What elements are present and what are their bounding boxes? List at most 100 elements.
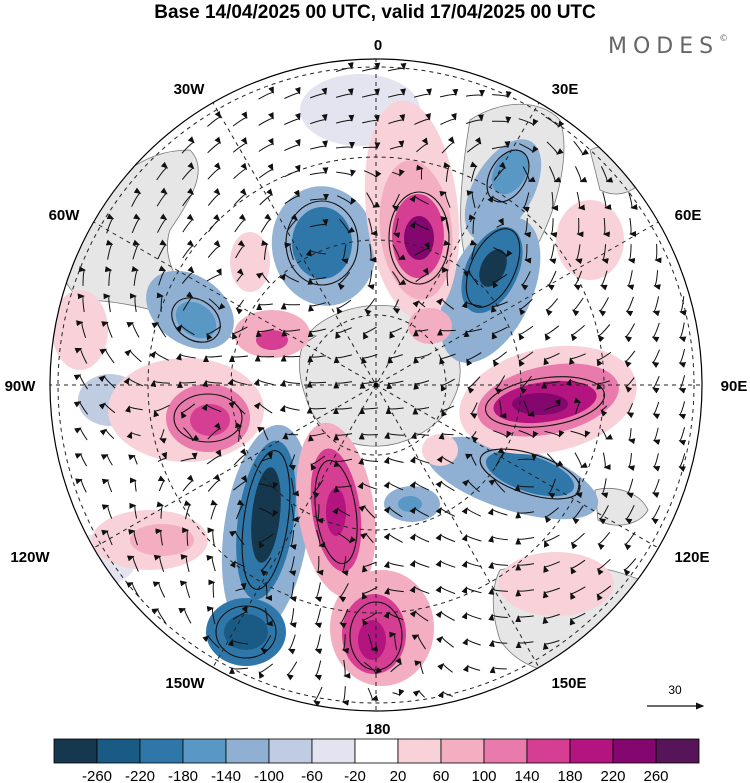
wind-arrow (129, 293, 137, 313)
wind-arrow (384, 431, 404, 440)
wind-arrow (572, 297, 584, 317)
lon-label-30e: 30E (552, 81, 579, 98)
wind-arrow (570, 325, 585, 342)
wind-arrow (124, 349, 142, 363)
wind-arrow (523, 218, 532, 238)
wind-arrow (232, 326, 248, 340)
wind-arrow (628, 191, 638, 210)
wind-arrow (258, 507, 279, 517)
wind-arrow (156, 187, 168, 207)
wind-arrow (281, 329, 301, 337)
wind-arrow (123, 377, 144, 387)
wind-arrow (518, 325, 534, 341)
wind-arrow (208, 213, 221, 233)
wind-arrow (343, 659, 351, 679)
colorbar-tick-label: -20 (344, 768, 366, 783)
wind-arrow (520, 271, 531, 291)
wind-arrow (78, 266, 86, 286)
modes-logo: MODES© (608, 34, 728, 59)
wind-arrow (150, 379, 170, 388)
wind-arrow (333, 381, 353, 389)
wind-arrow (339, 608, 349, 629)
wind-arrow (522, 192, 530, 213)
wind-arrow (284, 164, 301, 178)
wind-arrow (288, 454, 296, 471)
wind-arrow (437, 690, 453, 699)
wind-arrow (491, 141, 511, 150)
wind-arrow (544, 325, 560, 341)
wind-arrow (309, 193, 329, 201)
wind-arrow (652, 427, 661, 446)
wind-arrow (341, 634, 350, 654)
wind-arrow (104, 266, 113, 286)
wind-arrow (519, 143, 539, 154)
wind-arrow (181, 136, 195, 154)
wind-arrow (468, 214, 476, 234)
wind-arrow (207, 136, 222, 154)
wind-arrow (412, 690, 426, 698)
wind-arrow (207, 422, 221, 440)
wind-arrow (333, 433, 353, 441)
wind-arrow (279, 273, 300, 283)
lon-label-120w: 120W (10, 549, 50, 566)
wind-arrow (409, 559, 430, 568)
wind-arrow (235, 240, 246, 259)
wind-arrow (207, 187, 221, 206)
wind-arrow (387, 62, 407, 72)
wind-arrow (490, 301, 508, 313)
wind-arrow (623, 558, 637, 576)
colorbar-swatch (225, 738, 270, 764)
wind-arrow (151, 608, 167, 624)
wind-arrow (100, 454, 113, 466)
wind-arrow (126, 555, 139, 572)
wind-arrow (651, 349, 660, 368)
wind-arrow (439, 190, 451, 208)
wind-arrow (488, 535, 508, 543)
wind-arrow (182, 527, 190, 546)
madagascar-landmass (589, 145, 651, 195)
wind-arrow (465, 89, 485, 97)
wind-arrow (601, 428, 613, 440)
wind-arrow (361, 88, 380, 98)
wind-arrow (256, 303, 273, 311)
wind-arrow (310, 455, 326, 471)
wind-arrow (359, 407, 379, 415)
wind-arrow (678, 348, 687, 368)
wind-arrow (414, 113, 431, 125)
wind-arrow (260, 451, 273, 463)
wind-arrow (280, 379, 300, 387)
wind-arrow (515, 537, 535, 545)
wind-arrow (409, 194, 430, 205)
wind-arrow (362, 612, 378, 627)
colorbar: -260 -220 -180 -140 -100 -60 -20 20 60 100 140 180 2… (53, 738, 700, 783)
wind-arrow (625, 377, 635, 393)
wind-arrow (678, 401, 687, 420)
wind-arrow (493, 430, 513, 439)
colorbar-tick-label: 180 (557, 768, 582, 783)
wind-arrow (392, 688, 405, 697)
wind-arrow (287, 634, 296, 655)
wind-arrow (254, 354, 275, 362)
wind-arrow (496, 217, 504, 228)
wind-arrow (309, 167, 329, 176)
wind-arrow (409, 506, 429, 517)
wind-arrow (264, 607, 273, 627)
wind-arrow (384, 587, 404, 595)
wind-arrow (260, 213, 272, 233)
wind-arrow (308, 302, 327, 312)
wind-arrow (576, 191, 586, 211)
wind-arrow (390, 657, 402, 673)
wind-arrow (627, 428, 636, 445)
wind-arrow (258, 663, 274, 679)
colorbar-tick-label: 140 (514, 768, 539, 783)
wind-arrow (369, 243, 377, 263)
wind-arrow (282, 432, 299, 440)
brand-mark: © (719, 33, 729, 44)
wind-arrow (156, 161, 169, 181)
wind-arrow (441, 405, 455, 417)
wind-arrow (233, 188, 247, 206)
wind-arrow (207, 240, 221, 258)
wind-arrow (385, 407, 404, 415)
wind-arrow (233, 448, 247, 466)
wind-arrow (443, 162, 451, 182)
